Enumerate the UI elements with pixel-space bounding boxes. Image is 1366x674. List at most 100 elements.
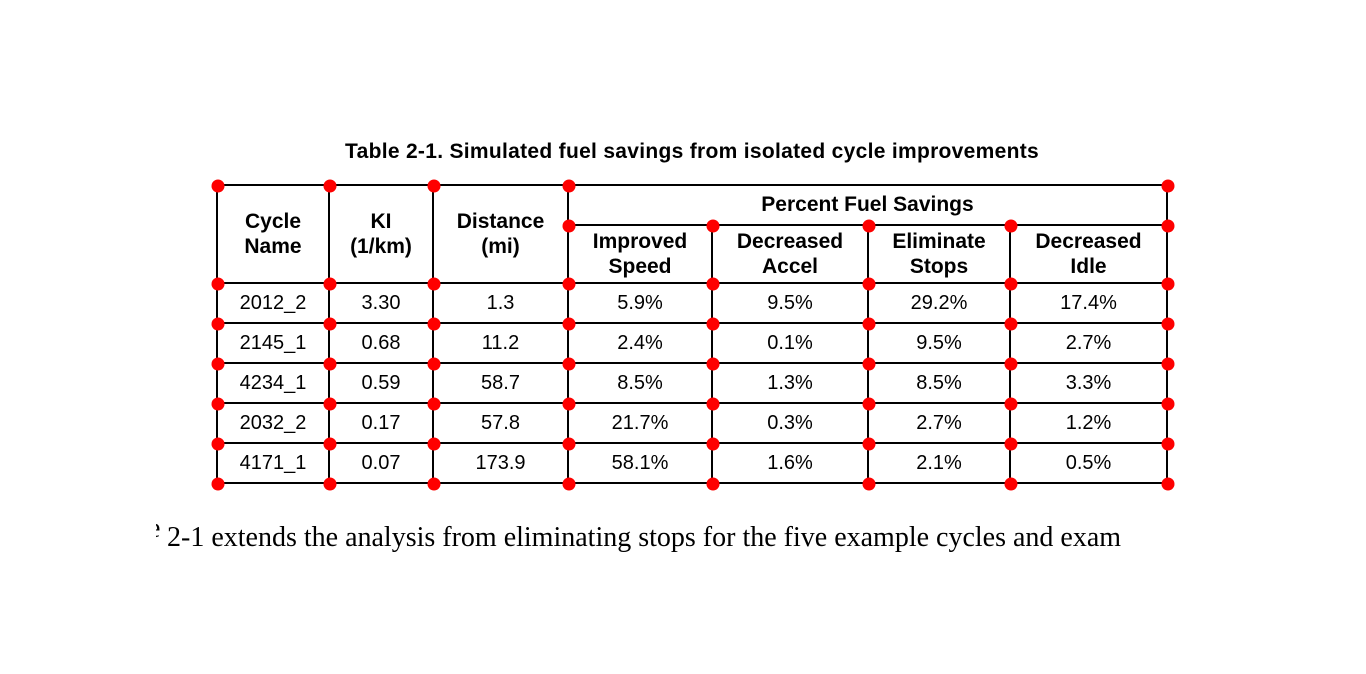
cell-decreased-accel: 1.6% bbox=[711, 442, 869, 484]
col-header-cycle-name: Cycle Name bbox=[216, 184, 330, 284]
cell-corner-marker bbox=[1161, 477, 1175, 491]
cell-eliminate-stops: 2.7% bbox=[867, 402, 1011, 444]
cell-corner-marker bbox=[706, 219, 720, 233]
table-annotation-layer: Cycle Name KI (1/km) Distance (mi) Perce… bbox=[211, 179, 1175, 491]
cell-corner-marker bbox=[706, 437, 720, 451]
cell-corner-marker bbox=[1004, 357, 1018, 371]
cell-corner-marker bbox=[562, 277, 576, 291]
cell-corner-marker bbox=[706, 477, 720, 491]
cell-cycle-name: 4234_1 bbox=[216, 362, 330, 404]
cell-ki: 3.30 bbox=[328, 282, 434, 324]
cell-improved-speed: 58.1% bbox=[567, 442, 713, 484]
cell-eliminate-stops: 2.1% bbox=[867, 442, 1011, 484]
cell-corner-marker bbox=[1004, 277, 1018, 291]
cell-eliminate-stops: 9.5% bbox=[867, 322, 1011, 364]
cell-improved-speed: 5.9% bbox=[567, 282, 713, 324]
cell-corner-marker bbox=[1004, 477, 1018, 491]
cell-corner-marker bbox=[562, 477, 576, 491]
fuel-savings-table: Cycle Name KI (1/km) Distance (mi) Perce… bbox=[216, 184, 1168, 484]
cell-corner-marker bbox=[323, 317, 337, 331]
cell-corner-marker bbox=[427, 179, 441, 193]
cell-corner-marker bbox=[211, 437, 225, 451]
cell-corner-marker bbox=[427, 317, 441, 331]
cell-corner-marker bbox=[211, 357, 225, 371]
cell-improved-speed: 2.4% bbox=[567, 322, 713, 364]
cell-decreased-idle: 0.5% bbox=[1009, 442, 1168, 484]
cell-corner-marker bbox=[1161, 357, 1175, 371]
cell-corner-marker bbox=[706, 317, 720, 331]
cell-corner-marker bbox=[427, 397, 441, 411]
cell-corner-marker bbox=[211, 179, 225, 193]
cell-corner-marker bbox=[862, 397, 876, 411]
cell-corner-marker bbox=[323, 397, 337, 411]
table-row: 4171_1 0.07 173.9 58.1% 1.6% 2.1% 0.5% bbox=[216, 442, 1168, 484]
cell-corner-marker bbox=[323, 437, 337, 451]
cell-corner-marker bbox=[427, 357, 441, 371]
cell-eliminate-stops: 8.5% bbox=[867, 362, 1011, 404]
table-row: 2032_2 0.17 57.8 21.7% 0.3% 2.7% 1.2% bbox=[216, 402, 1168, 444]
cell-cycle-name: 2012_2 bbox=[216, 282, 330, 324]
cell-corner-marker bbox=[562, 357, 576, 371]
cell-corner-marker bbox=[562, 397, 576, 411]
cell-cycle-name: 4171_1 bbox=[216, 442, 330, 484]
cell-decreased-accel: 9.5% bbox=[711, 282, 869, 324]
cell-decreased-idle: 3.3% bbox=[1009, 362, 1168, 404]
cell-ki: 0.07 bbox=[328, 442, 434, 484]
cell-corner-marker bbox=[1004, 219, 1018, 233]
cell-decreased-accel: 0.3% bbox=[711, 402, 869, 444]
cell-corner-marker bbox=[1004, 317, 1018, 331]
cell-ki: 0.68 bbox=[328, 322, 434, 364]
header-row-group: Cycle Name KI (1/km) Distance (mi) Perce… bbox=[216, 184, 1168, 284]
cell-corner-marker bbox=[562, 437, 576, 451]
group-header-percent-fuel-savings: Percent Fuel Savings bbox=[567, 184, 1168, 226]
cell-corner-marker bbox=[562, 179, 576, 193]
cell-corner-marker bbox=[323, 179, 337, 193]
col-header-decreased-idle: Decreased Idle bbox=[1009, 224, 1168, 284]
cell-corner-marker bbox=[862, 437, 876, 451]
cell-corner-marker bbox=[1161, 397, 1175, 411]
cell-distance: 11.2 bbox=[432, 322, 569, 364]
header-row-sub: Improved Speed Decreased Accel Eliminate… bbox=[217, 224, 1168, 284]
body-text: e2-1 extends the analysis from eliminati… bbox=[156, 512, 1121, 555]
cell-corner-marker bbox=[862, 277, 876, 291]
cell-corner-marker bbox=[706, 357, 720, 371]
body-text-line: 2-1 extends the analysis from eliminatin… bbox=[167, 522, 1122, 553]
cell-corner-marker bbox=[427, 437, 441, 451]
col-header-improved-speed: Improved Speed bbox=[567, 224, 713, 284]
cell-corner-marker bbox=[427, 277, 441, 291]
cell-corner-marker bbox=[323, 277, 337, 291]
cell-corner-marker bbox=[1161, 437, 1175, 451]
cell-corner-marker bbox=[862, 219, 876, 233]
cell-improved-speed: 8.5% bbox=[567, 362, 713, 404]
cell-corner-marker bbox=[862, 317, 876, 331]
cell-corner-marker bbox=[862, 357, 876, 371]
table-row: 2145_1 0.68 11.2 2.4% 0.1% 9.5% 2.7% bbox=[216, 322, 1168, 364]
cell-ki: 0.59 bbox=[328, 362, 434, 404]
cell-ki: 0.17 bbox=[328, 402, 434, 444]
cell-decreased-accel: 0.1% bbox=[711, 322, 869, 364]
cell-distance: 57.8 bbox=[432, 402, 569, 444]
cell-corner-marker bbox=[1161, 277, 1175, 291]
col-header-ki: KI (1/km) bbox=[328, 184, 434, 284]
cell-decreased-idle: 2.7% bbox=[1009, 322, 1168, 364]
cell-distance: 58.7 bbox=[432, 362, 569, 404]
cell-corner-marker bbox=[323, 357, 337, 371]
cell-eliminate-stops: 29.2% bbox=[867, 282, 1011, 324]
table-title: Table 2-1. Simulated fuel savings from i… bbox=[345, 140, 1039, 163]
table-row: 4234_1 0.59 58.7 8.5% 1.3% 8.5% 3.3% bbox=[216, 362, 1168, 404]
cell-distance: 173.9 bbox=[432, 442, 569, 484]
cell-corner-marker bbox=[211, 317, 225, 331]
cell-corner-marker bbox=[562, 317, 576, 331]
cell-decreased-idle: 17.4% bbox=[1009, 282, 1168, 324]
cell-corner-marker bbox=[706, 397, 720, 411]
cell-corner-marker bbox=[1004, 437, 1018, 451]
cell-decreased-idle: 1.2% bbox=[1009, 402, 1168, 444]
table-row: 2012_2 3.30 1.3 5.9% 9.5% 29.2% 17.4% bbox=[216, 282, 1168, 324]
cell-cycle-name: 2145_1 bbox=[216, 322, 330, 364]
cell-corner-marker bbox=[862, 477, 876, 491]
cell-corner-marker bbox=[562, 219, 576, 233]
cell-corner-marker bbox=[427, 477, 441, 491]
cell-improved-speed: 21.7% bbox=[567, 402, 713, 444]
clipped-glyph: e bbox=[156, 512, 161, 546]
